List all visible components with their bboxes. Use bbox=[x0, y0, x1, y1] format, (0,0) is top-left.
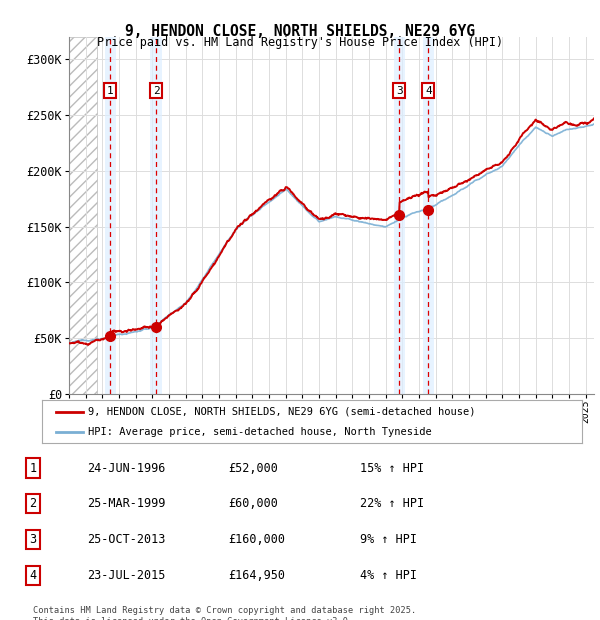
Text: £60,000: £60,000 bbox=[228, 497, 278, 510]
Text: 9, HENDON CLOSE, NORTH SHIELDS, NE29 6YG (semi-detached house): 9, HENDON CLOSE, NORTH SHIELDS, NE29 6YG… bbox=[88, 407, 475, 417]
Text: £52,000: £52,000 bbox=[228, 462, 278, 474]
Text: Price paid vs. HM Land Registry's House Price Index (HPI): Price paid vs. HM Land Registry's House … bbox=[97, 36, 503, 49]
Text: 15% ↑ HPI: 15% ↑ HPI bbox=[360, 462, 424, 474]
Text: Contains HM Land Registry data © Crown copyright and database right 2025.
This d: Contains HM Land Registry data © Crown c… bbox=[33, 606, 416, 620]
Bar bbox=[422, 37, 434, 394]
Text: 4% ↑ HPI: 4% ↑ HPI bbox=[360, 569, 417, 582]
Bar bbox=[151, 37, 162, 394]
Text: 1: 1 bbox=[29, 462, 37, 474]
Text: 1: 1 bbox=[107, 86, 114, 95]
Text: 2: 2 bbox=[153, 86, 160, 95]
Text: 23-JUL-2015: 23-JUL-2015 bbox=[87, 569, 166, 582]
Text: HPI: Average price, semi-detached house, North Tyneside: HPI: Average price, semi-detached house,… bbox=[88, 427, 431, 436]
Bar bbox=[394, 37, 405, 394]
Text: 9% ↑ HPI: 9% ↑ HPI bbox=[360, 533, 417, 546]
Text: £160,000: £160,000 bbox=[228, 533, 285, 546]
Text: 4: 4 bbox=[29, 569, 37, 582]
Bar bbox=[104, 37, 116, 394]
Text: 3: 3 bbox=[29, 533, 37, 546]
Text: 24-JUN-1996: 24-JUN-1996 bbox=[87, 462, 166, 474]
Text: 25-OCT-2013: 25-OCT-2013 bbox=[87, 533, 166, 546]
Text: 3: 3 bbox=[396, 86, 403, 95]
Text: 2: 2 bbox=[29, 497, 37, 510]
Text: 9, HENDON CLOSE, NORTH SHIELDS, NE29 6YG: 9, HENDON CLOSE, NORTH SHIELDS, NE29 6YG bbox=[125, 24, 475, 38]
Text: £164,950: £164,950 bbox=[228, 569, 285, 582]
Bar bbox=[69, 37, 97, 394]
Text: 25-MAR-1999: 25-MAR-1999 bbox=[87, 497, 166, 510]
Text: 4: 4 bbox=[425, 86, 432, 95]
Text: 22% ↑ HPI: 22% ↑ HPI bbox=[360, 497, 424, 510]
